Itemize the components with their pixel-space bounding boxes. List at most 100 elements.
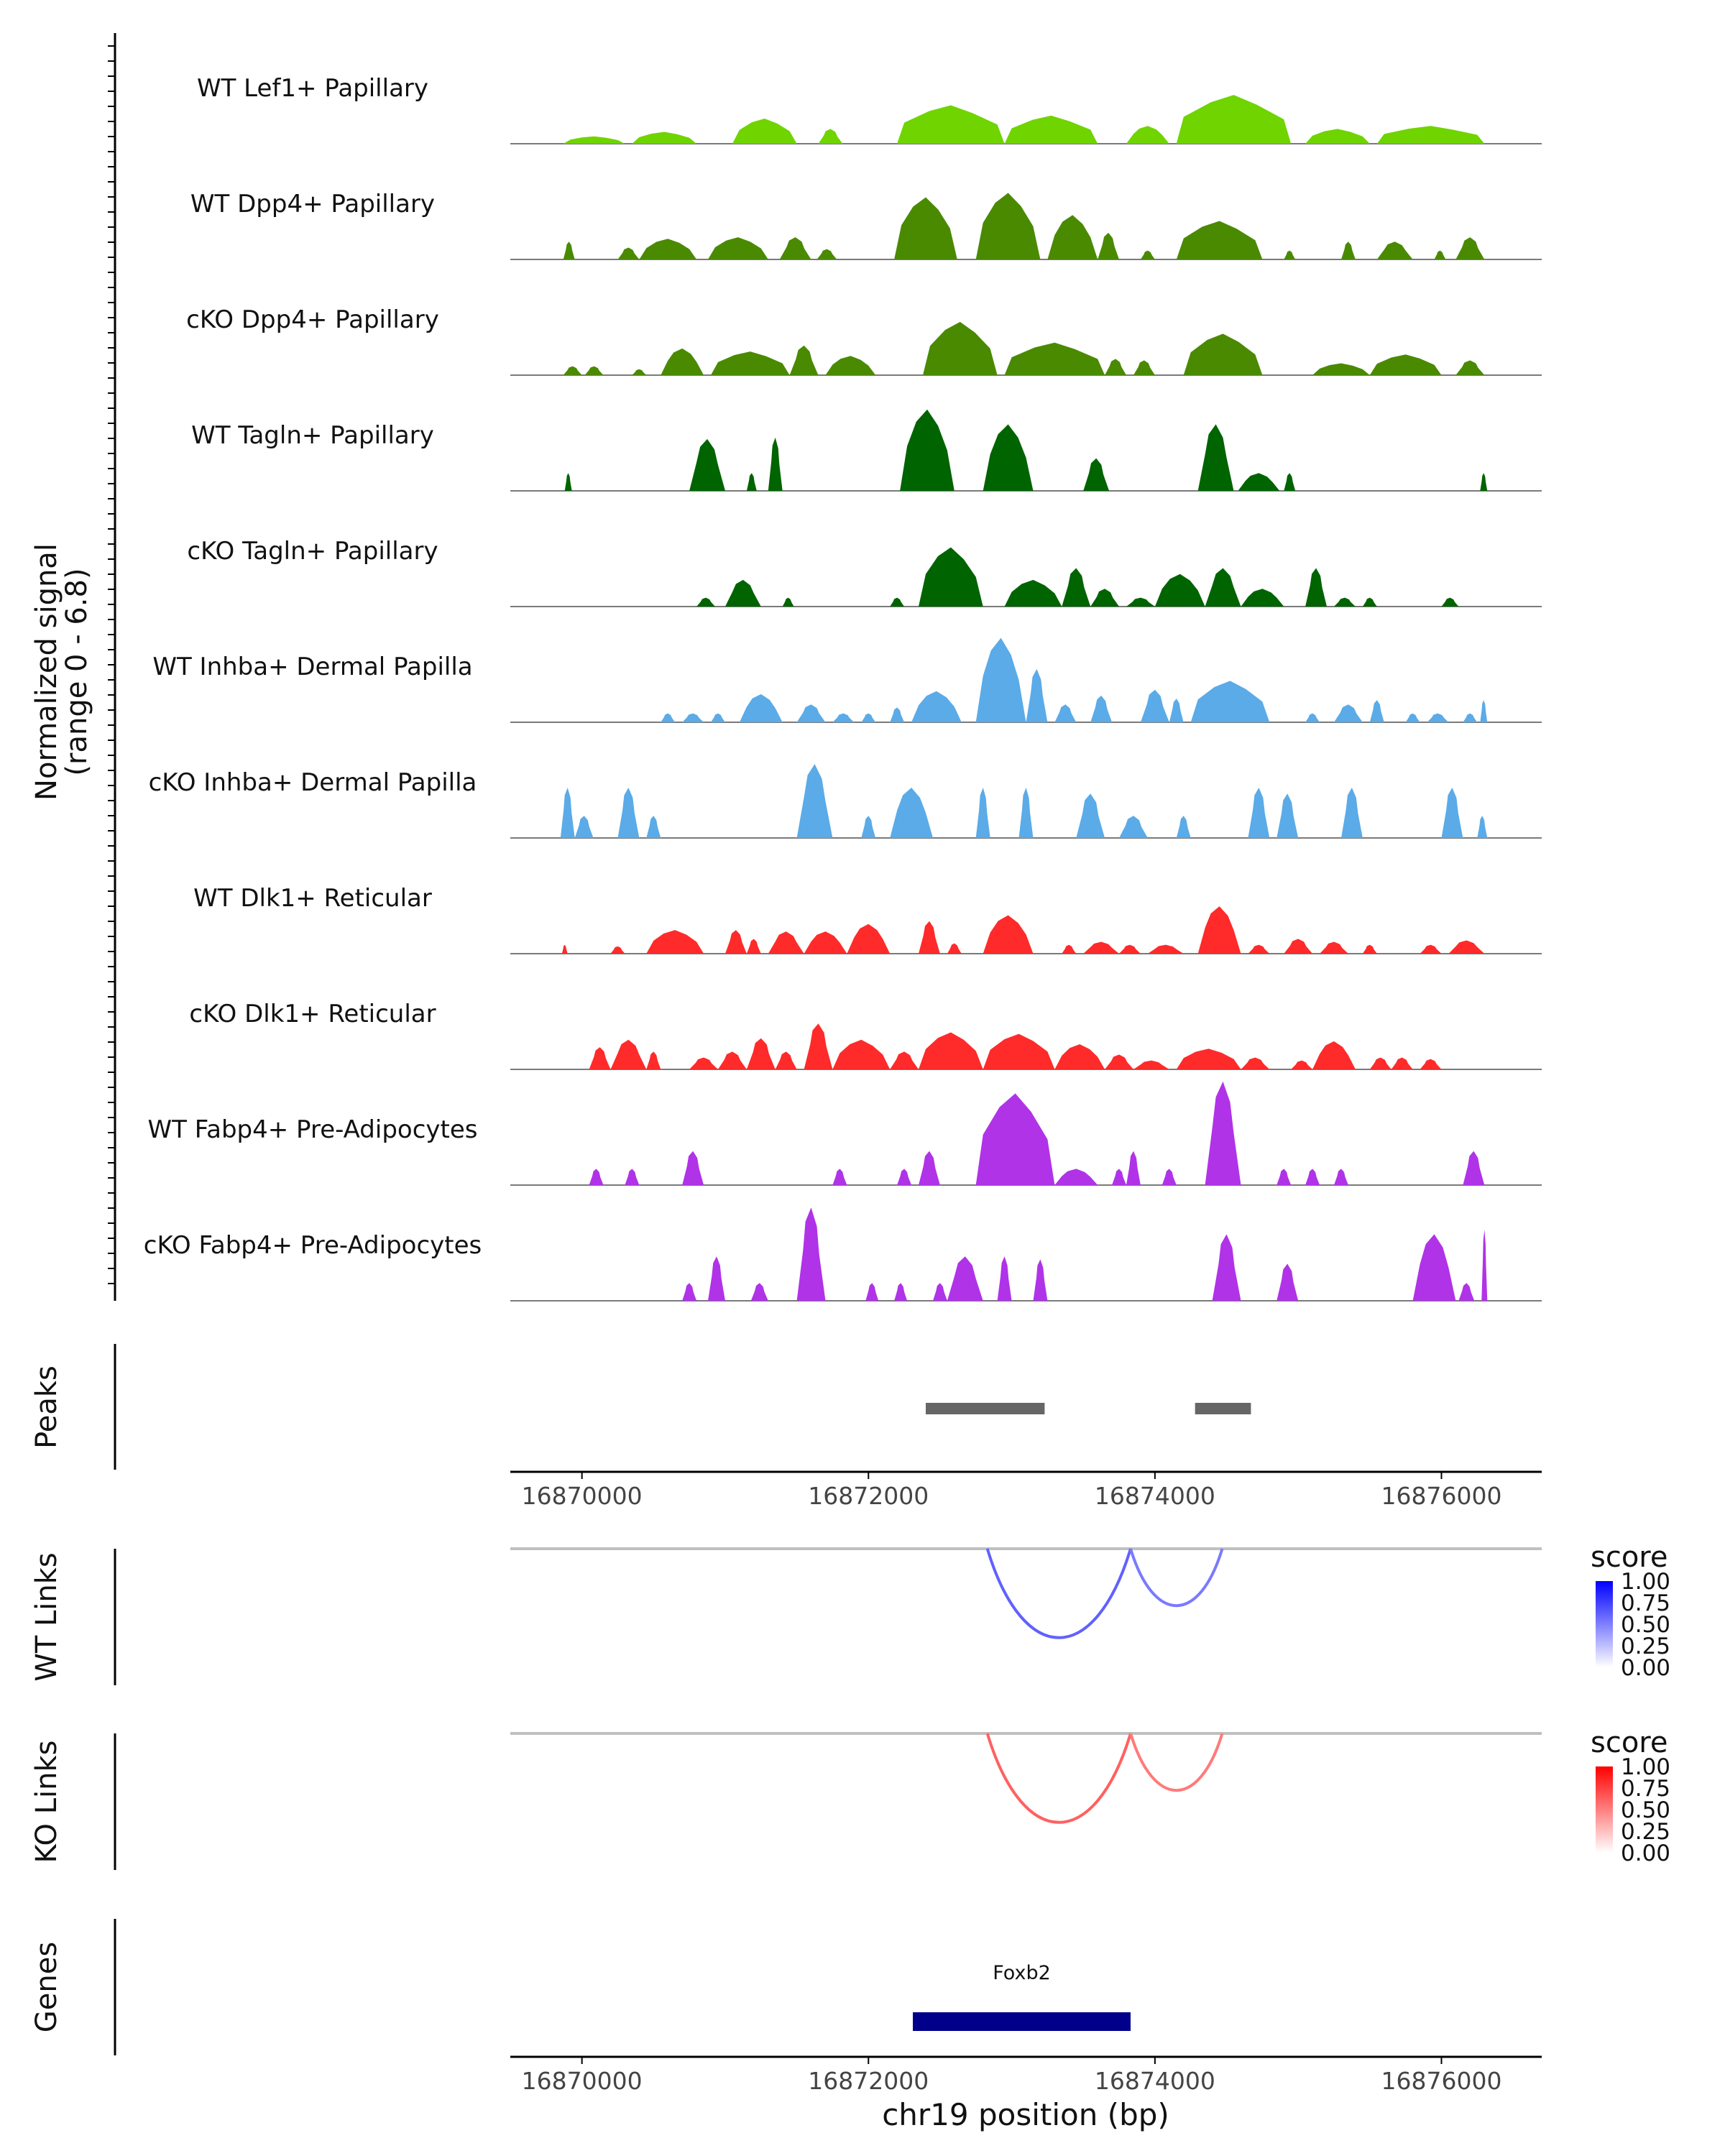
coverage-peak — [1334, 597, 1356, 607]
coverage-peak — [832, 713, 855, 722]
coverage-peak — [1241, 1057, 1270, 1069]
coverage-peak — [746, 939, 761, 954]
coverage-peak — [584, 366, 604, 375]
coverage-peak — [789, 345, 819, 375]
coverage-peak — [768, 931, 804, 954]
coverage-peak — [1405, 713, 1420, 722]
genes-x-axis-tick-label: 16874000 — [1095, 2067, 1215, 2095]
gene-body — [913, 2012, 1131, 2031]
legend-tick-label: 0.00 — [1621, 1655, 1670, 1681]
peaks-x-axis-tick-label: 16872000 — [808, 1482, 929, 1510]
coverage-peak — [682, 1151, 704, 1185]
genes-panel: Genes Foxb2 16870000 16872000 16874000 168760… — [30, 1919, 1542, 2132]
gene-label: Foxb2 — [993, 1962, 1051, 1984]
coverage-peak — [725, 579, 761, 607]
coverage-peak — [768, 437, 783, 491]
coverage-peak — [1105, 359, 1126, 375]
coverage-peak — [682, 1283, 697, 1301]
coverage-peak — [682, 713, 704, 722]
coverage-peak — [1126, 1151, 1141, 1185]
coverage-peak — [1105, 1054, 1133, 1069]
coverage-peak — [574, 816, 594, 838]
coverage-peak — [1054, 1169, 1098, 1185]
coverage-peak — [718, 1051, 747, 1069]
legend-tick-label: 0.50 — [1621, 1797, 1670, 1823]
coverage-peak — [1054, 1044, 1105, 1069]
coverage-peak — [894, 1283, 908, 1301]
coverage-peak — [975, 637, 1026, 722]
coverage-peak — [1458, 1283, 1475, 1301]
coverage-peak — [861, 816, 876, 838]
coverage-track: WT Lef1+ Papillary — [197, 74, 1542, 144]
coverage-peak — [1112, 1169, 1126, 1185]
coverage-peak — [1276, 1263, 1299, 1301]
coverage-peak — [739, 694, 783, 722]
coverage-peak — [1176, 221, 1263, 259]
coverage-peak — [1133, 1060, 1169, 1069]
peak-region — [925, 1403, 1045, 1414]
coverage-peak — [782, 597, 794, 607]
x-axis-title: chr19 position (bp) — [882, 2097, 1169, 2132]
coverage-peak — [639, 239, 697, 259]
coverage-peak — [661, 713, 676, 722]
coverage-peak — [897, 105, 1005, 144]
coverage-peak — [1205, 568, 1241, 607]
coverage-peak — [1018, 788, 1034, 838]
coverage-peak — [1334, 704, 1363, 722]
coverage-peak — [1312, 363, 1370, 375]
coverage-peak — [646, 930, 704, 954]
coverage-peak — [1427, 713, 1449, 722]
coverage-peak — [1162, 1169, 1177, 1185]
coverage-peak — [708, 1256, 725, 1301]
legend-tick-label: 0.75 — [1621, 1776, 1670, 1802]
coverage-peak — [919, 1151, 940, 1185]
coverage-peak — [1305, 129, 1370, 144]
link-arc — [985, 1548, 1132, 1639]
coverage-track: cKO Dpp4+ Papillary — [186, 305, 1542, 376]
coverage-peak — [1481, 1230, 1488, 1301]
coverage-peak — [725, 930, 747, 954]
coverage-peak — [847, 923, 891, 954]
coverage-peak — [890, 597, 905, 607]
coverage-track: WT Tagln+ Papillary — [191, 409, 1542, 492]
coverage-peak — [1376, 126, 1485, 144]
coverage-peak — [1004, 342, 1105, 375]
coverage-peak — [1455, 237, 1485, 259]
coverage-peak — [1441, 597, 1459, 607]
coverage-peak — [1083, 458, 1110, 491]
coverage-peak — [1305, 713, 1320, 722]
coverage-peak — [832, 1039, 891, 1069]
legend-tick-label: 1.00 — [1621, 1569, 1670, 1595]
genes-x-axis-tick-label: 16876000 — [1381, 2067, 1502, 2095]
track-label: WT Inhba+ Dermal Papilla — [152, 653, 472, 681]
coverage-peak — [1369, 1057, 1392, 1069]
coverage-track: WT Inhba+ Dermal Papilla — [152, 637, 1542, 723]
coverage-peak — [1238, 473, 1280, 491]
coverage-peak — [1284, 250, 1296, 259]
coverage-peak — [897, 1169, 912, 1185]
coverage-peak — [563, 136, 625, 144]
track-label: cKO Fabp4+ Pre-Adipocytes — [144, 1231, 482, 1260]
coverage-peak — [890, 707, 905, 722]
track-label: WT Lef1+ Papillary — [197, 74, 428, 103]
coverage-peak — [919, 921, 940, 954]
coverage-peak — [796, 704, 826, 722]
coverage-peak — [617, 788, 640, 838]
legend-tick-label: 0.00 — [1621, 1841, 1670, 1866]
coverage-peak — [708, 237, 768, 259]
coverage-peak — [1119, 816, 1148, 838]
coverage-peak — [816, 249, 837, 259]
coverage-peak — [1305, 568, 1327, 607]
legend-tick-label: 0.25 — [1621, 1819, 1670, 1845]
track-label: WT Tagln+ Papillary — [191, 421, 434, 450]
coverage-peak — [563, 366, 582, 375]
coverage-peak — [1434, 250, 1446, 259]
coverage-peak — [1083, 941, 1119, 954]
coverage-peak — [1248, 944, 1270, 954]
coverage-peak — [865, 1283, 879, 1301]
coverage-peak — [625, 1169, 640, 1185]
coverage-peak — [796, 1207, 826, 1301]
coverage-track: cKO Dlk1+ Reticular — [189, 1000, 1542, 1070]
coverage-peak — [1183, 333, 1263, 375]
